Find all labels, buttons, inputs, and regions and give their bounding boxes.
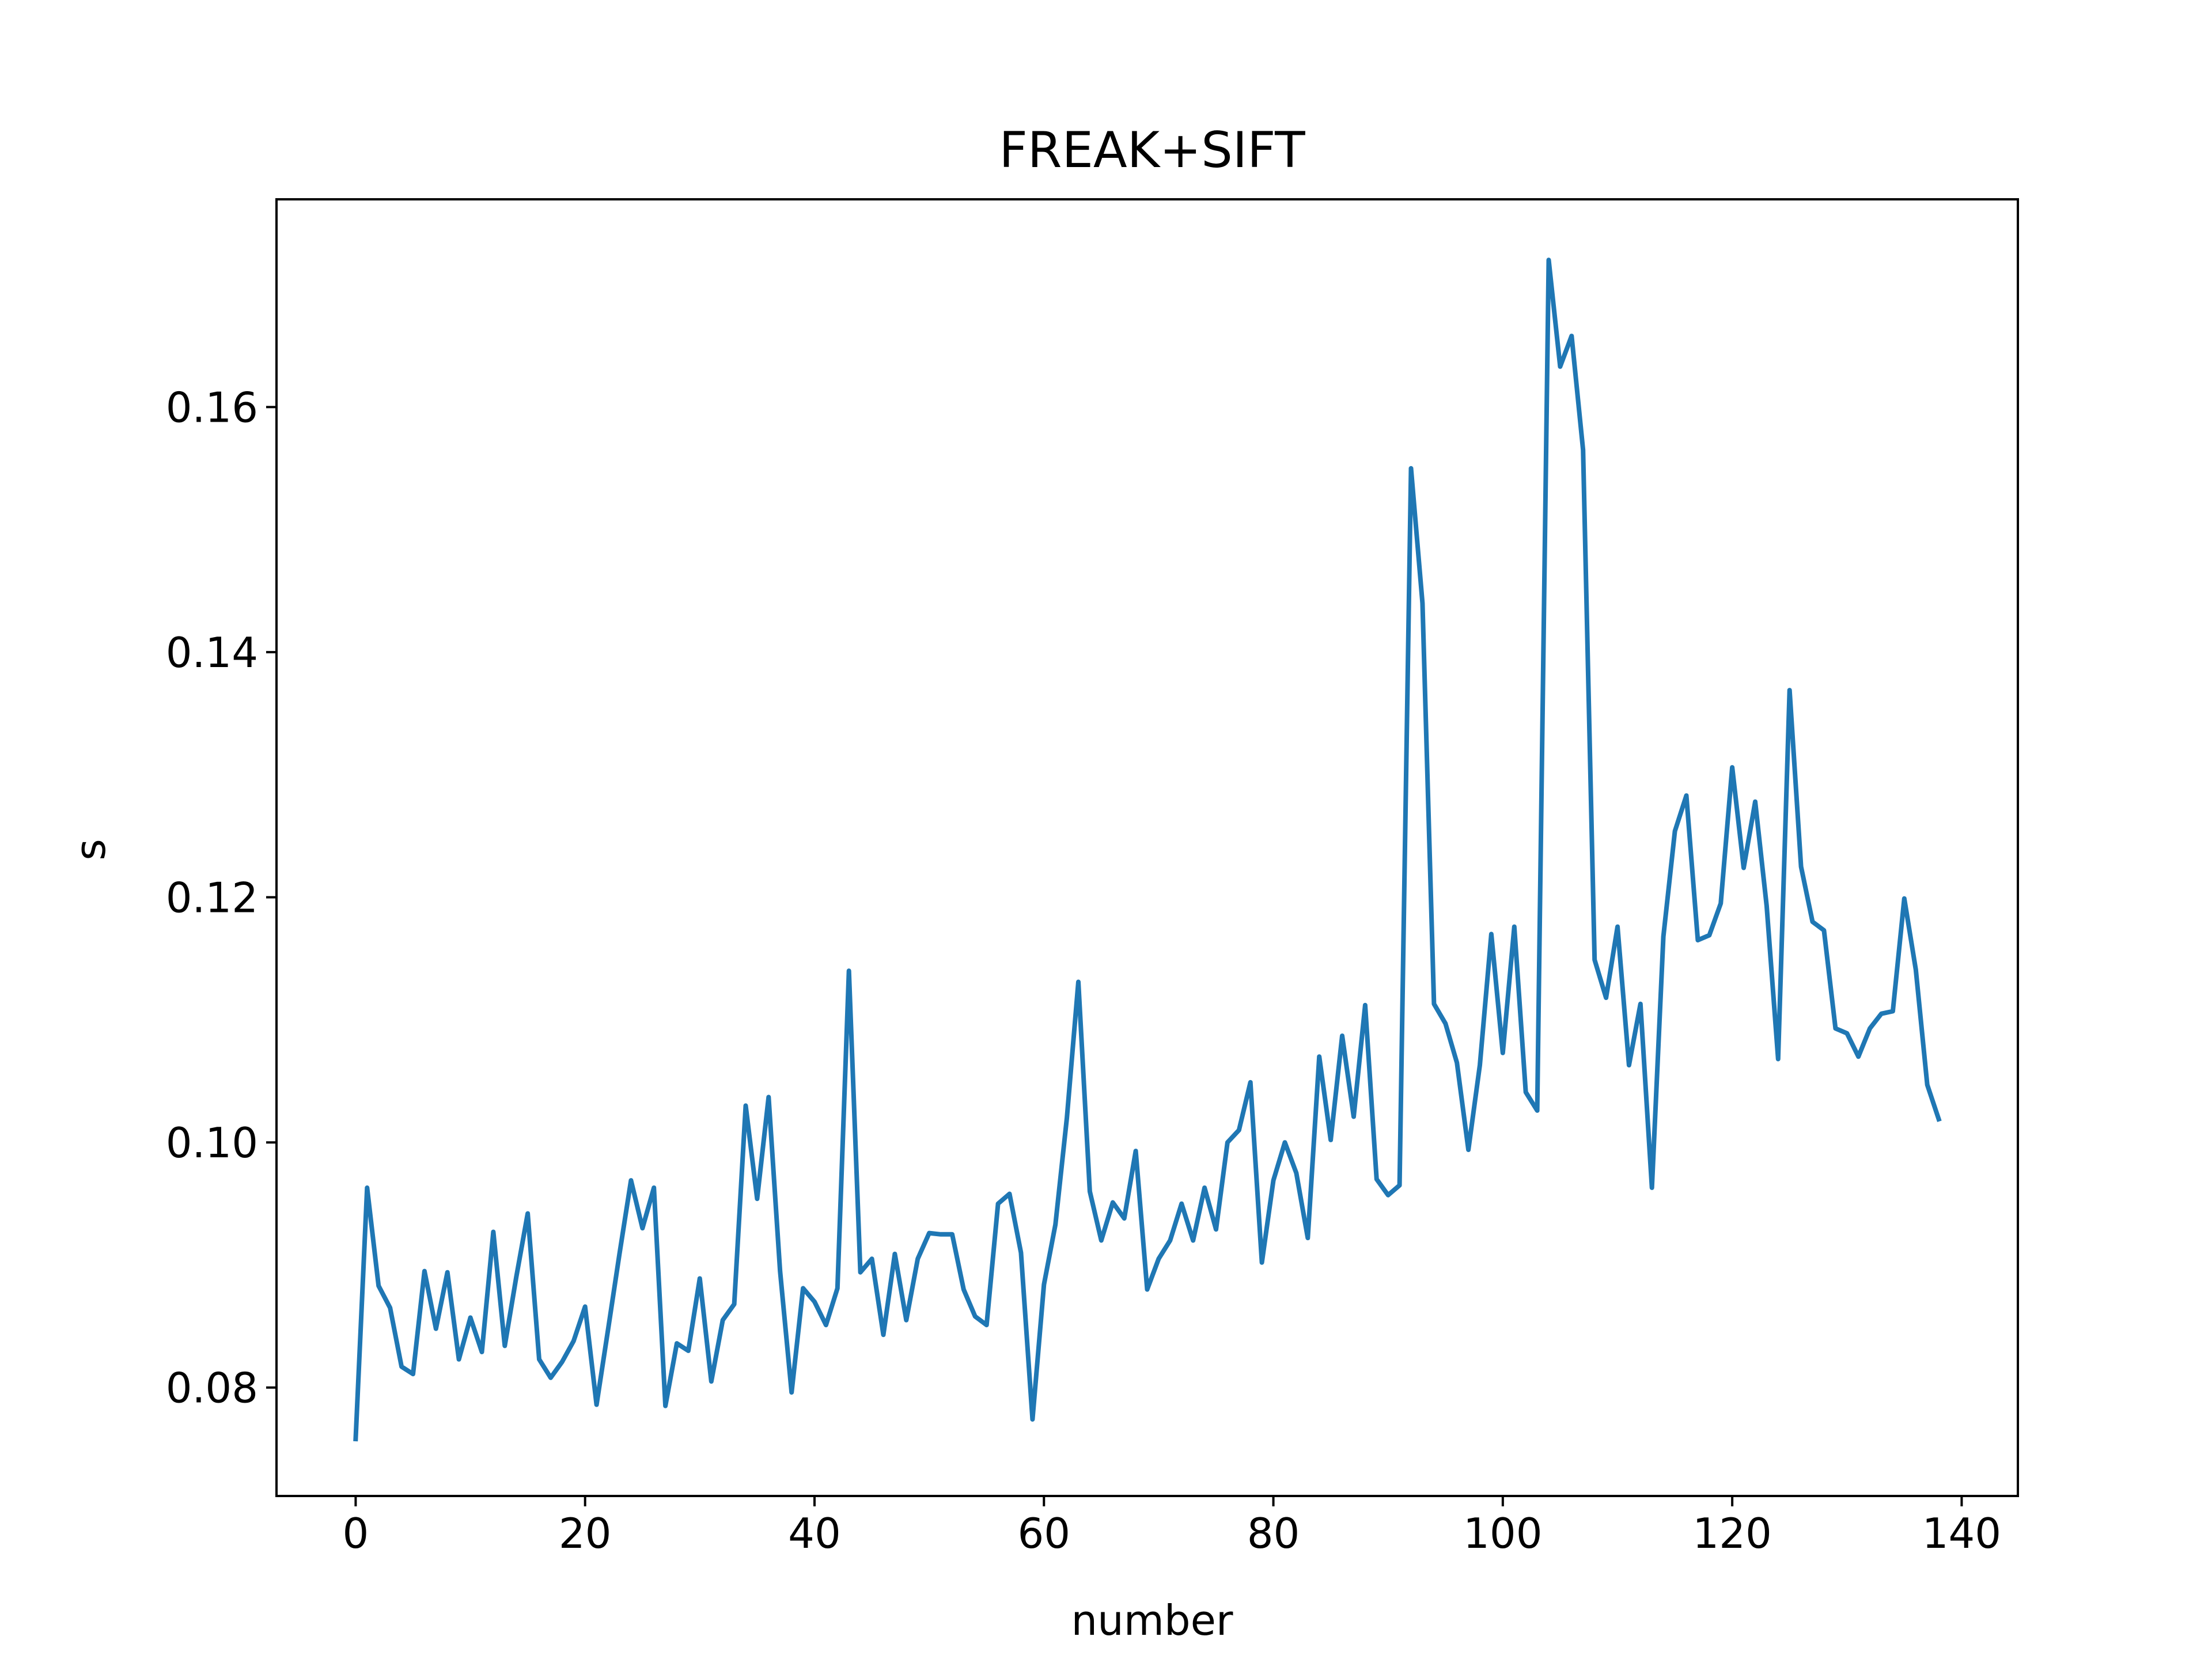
x-tick-label: 20 bbox=[559, 1509, 612, 1558]
x-tick-label: 100 bbox=[1463, 1509, 1542, 1558]
plot-frame bbox=[275, 198, 2019, 1497]
x-tick-label: 60 bbox=[1017, 1509, 1070, 1558]
y-axis-label: s bbox=[66, 839, 115, 861]
x-tick-label: 80 bbox=[1247, 1509, 1300, 1558]
y-axis-ticks: 0.08 0.10 0.12 0.14 0.16 bbox=[166, 384, 276, 1412]
y-tick-label: 0.14 bbox=[166, 628, 258, 677]
x-tick-label: 120 bbox=[1692, 1509, 1771, 1558]
plot-area: 0 20 40 60 80 100 120 140 0.08 0.10 0.12 0.14 0.16 bbox=[166, 198, 2019, 1558]
series-line bbox=[353, 257, 1942, 1442]
chart-title: FREAK+SIFT bbox=[999, 122, 1305, 179]
x-tick-label: 0 bbox=[343, 1509, 369, 1558]
x-axis-ticks: 0 20 40 60 80 100 120 140 bbox=[343, 1496, 2001, 1558]
y-tick-label: 0.10 bbox=[166, 1119, 258, 1167]
y-tick-label: 0.08 bbox=[166, 1364, 258, 1412]
x-axis-label: number bbox=[1071, 1596, 1233, 1645]
x-tick-label: 140 bbox=[1922, 1509, 2001, 1558]
y-tick-label: 0.12 bbox=[166, 874, 258, 922]
y-tick-label: 0.16 bbox=[166, 384, 258, 432]
x-tick-label: 40 bbox=[788, 1509, 841, 1558]
